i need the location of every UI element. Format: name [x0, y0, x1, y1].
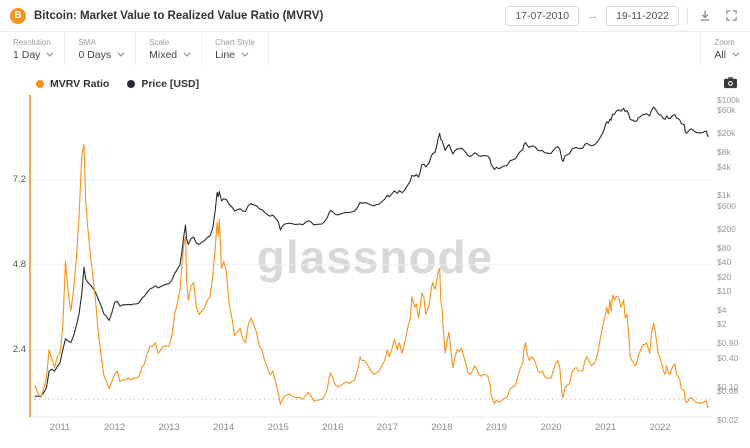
chart-style-label: Chart Style — [215, 37, 255, 47]
chevron-down-icon — [46, 49, 54, 57]
date-from-input[interactable]: 17-07-2010 — [505, 5, 580, 26]
chart-style-dropdown[interactable]: Chart Style Line — [202, 32, 269, 66]
chevron-down-icon — [117, 49, 125, 57]
header-divider — [687, 6, 688, 25]
resolution-dropdown[interactable]: Resolution 1 Day — [0, 32, 66, 66]
date-range-arrow-icon: → — [587, 9, 599, 22]
scale-label: Scale — [149, 37, 170, 47]
legend-label-price: Price [USD] — [141, 78, 200, 90]
legend-label-mvrv: MVRV Ratio — [50, 78, 110, 90]
chevron-down-icon — [183, 49, 191, 57]
resolution-value: 1 Day — [13, 48, 41, 61]
date-to-input[interactable]: 19-11-2022 — [606, 5, 679, 26]
zoom-value: All — [714, 48, 726, 61]
glassnode-watermark: glassnode — [256, 231, 494, 283]
chart-style-value: Line — [215, 48, 235, 61]
zoom-label: Zoom — [714, 37, 735, 47]
sma-label: SMA — [78, 37, 96, 47]
chart-header: B Bitcoin: Market Value to Realized Valu… — [0, 0, 750, 32]
camera-icon[interactable] — [723, 76, 738, 94]
header-controls: 17-07-2010 → 19-11-2022 — [505, 5, 740, 26]
bitcoin-icon: B — [10, 7, 26, 24]
price-series-dot-icon — [127, 80, 136, 88]
scale-dropdown[interactable]: Scale Mixed — [136, 32, 203, 66]
fullscreen-icon[interactable] — [722, 7, 740, 25]
sma-value: 0 Days — [78, 48, 112, 61]
chevron-down-icon — [241, 49, 249, 57]
chart-toolbar: Resolution 1 Day SMA 0 Days Scale Mixed … — [0, 32, 750, 67]
page-title: Bitcoin: Market Value to Realized Value … — [34, 9, 324, 22]
mvrv-series-dot-icon — [36, 80, 44, 88]
scale-value: Mixed — [149, 48, 178, 61]
chart-legend: MVRV Ratio Price [USD] — [36, 78, 199, 90]
sma-dropdown[interactable]: SMA 0 Days — [65, 32, 137, 66]
resolution-label: Resolution — [13, 37, 51, 47]
download-icon[interactable] — [696, 7, 714, 25]
chevron-down-icon — [732, 49, 740, 57]
zoom-dropdown[interactable]: Zoom All — [700, 32, 750, 66]
legend-item-price[interactable]: Price [USD] — [127, 78, 199, 90]
legend-item-mvrv[interactable]: MVRV Ratio — [36, 78, 109, 90]
